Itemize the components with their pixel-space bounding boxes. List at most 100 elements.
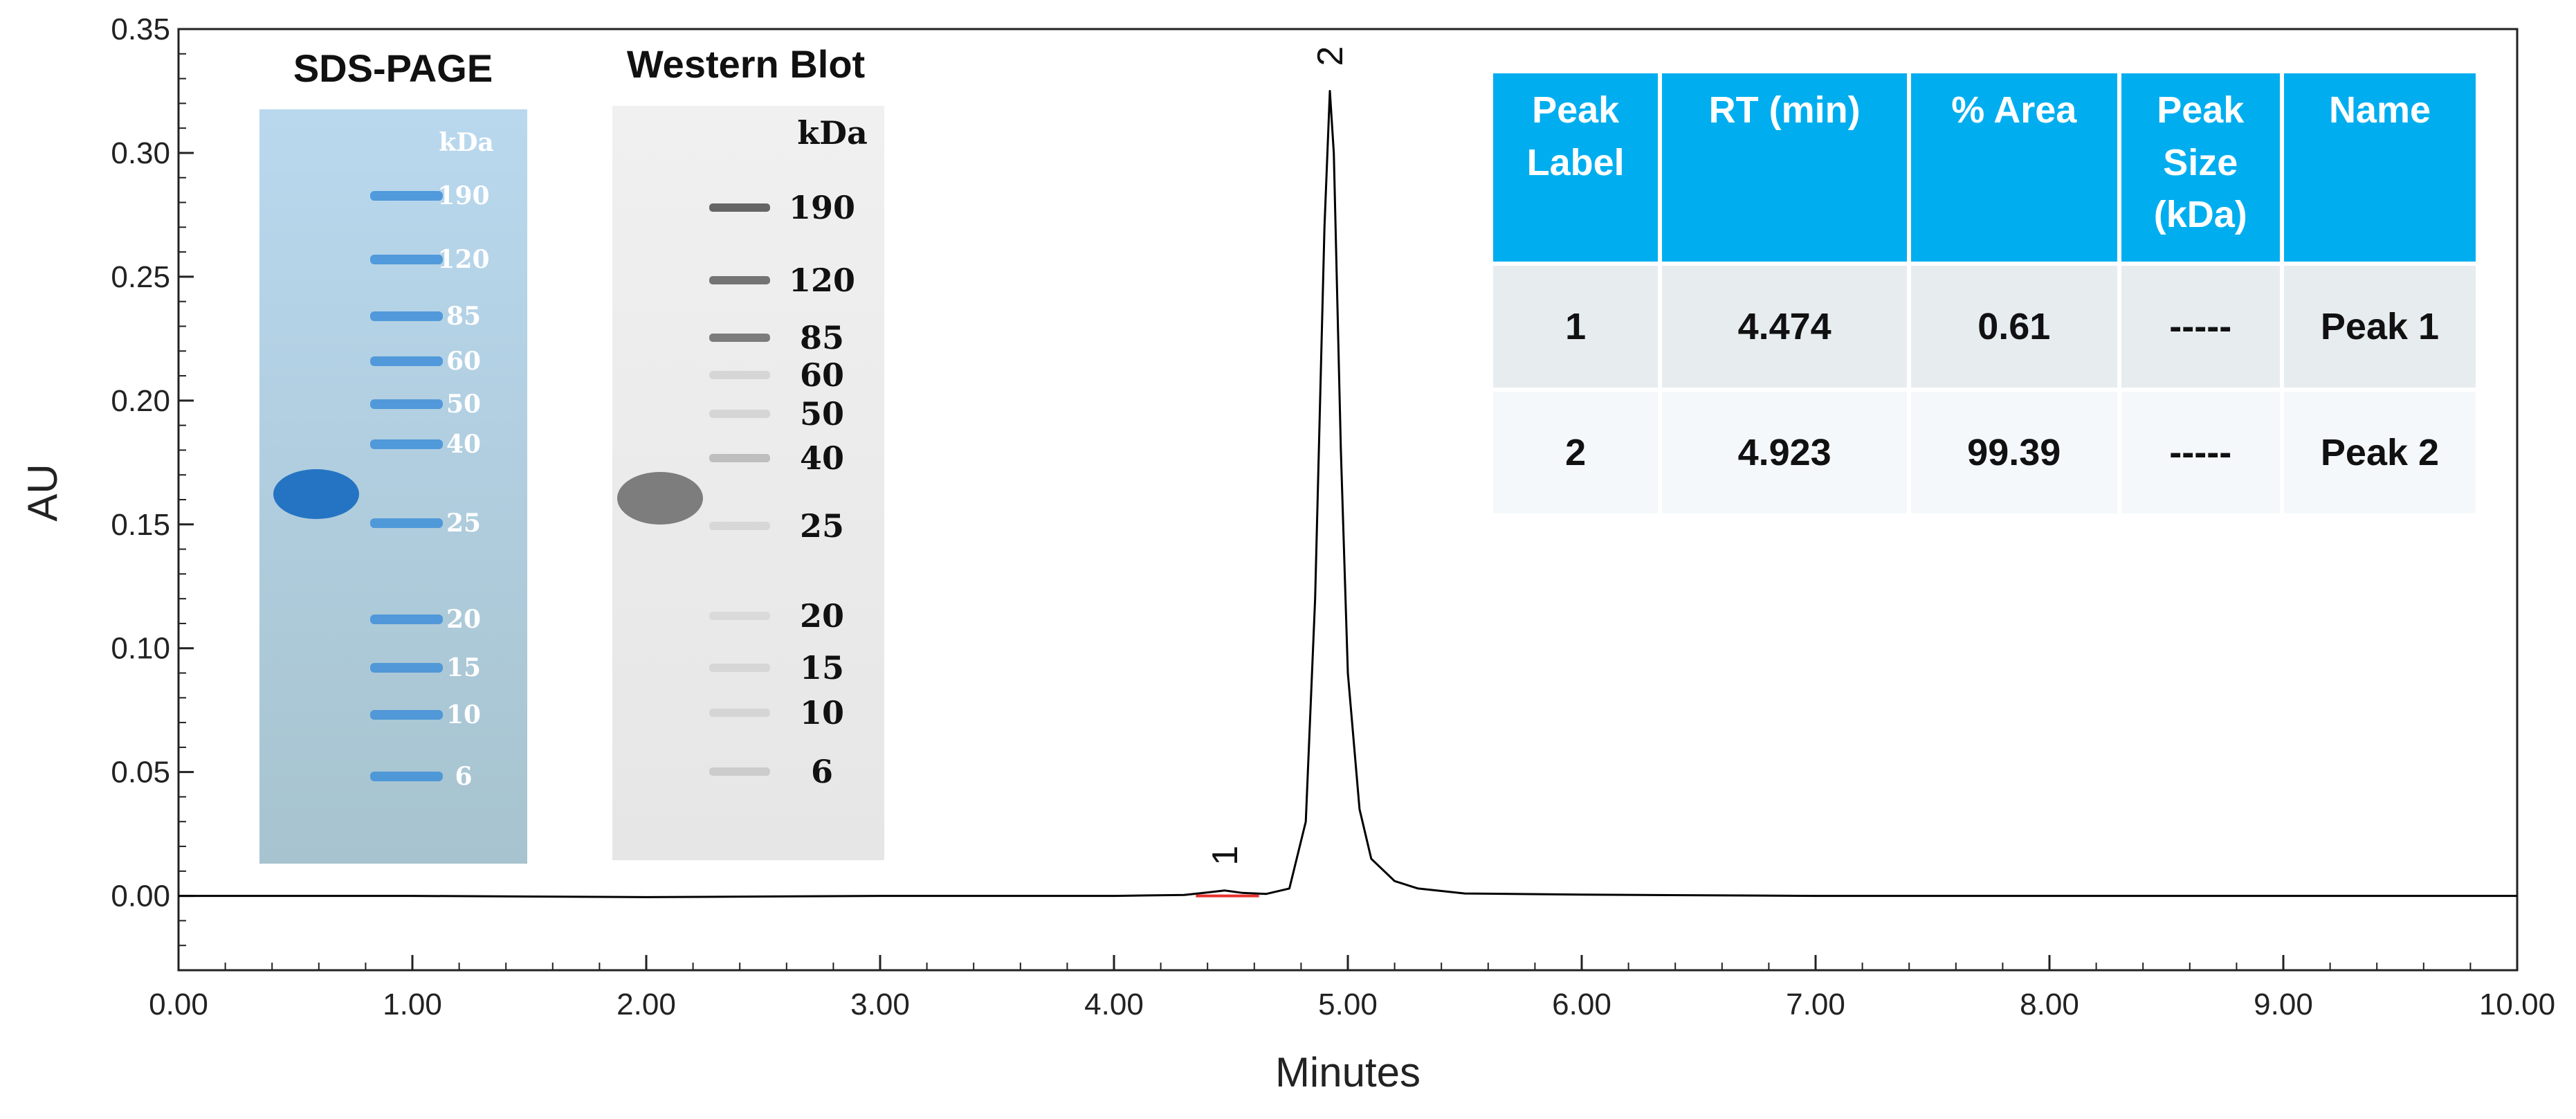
cell-peak-size: ----- — [2121, 266, 2280, 388]
x-tick-label: 1.00 — [383, 988, 442, 1021]
wb-ladder-band — [709, 522, 770, 530]
y-tick-label: 0.35 — [111, 12, 170, 46]
sds-marker-label: 10 — [446, 700, 481, 729]
peak-2-label: 2 — [1310, 46, 1351, 66]
sds-marker-label: 25 — [446, 509, 481, 538]
sds-ladder-band — [370, 311, 443, 321]
y-tick-label: 0.10 — [111, 632, 170, 666]
x-tick-label: 5.00 — [1318, 988, 1378, 1021]
sds-marker-label: 6 — [455, 762, 472, 791]
x-tick-label: 6.00 — [1552, 988, 1611, 1021]
sds-marker-label: 50 — [446, 390, 481, 419]
cell-area: 99.39 — [1910, 392, 2117, 513]
x-axis-title: Minutes — [1275, 1049, 1421, 1095]
wb-ladder-band — [709, 767, 770, 776]
x-tick-label: 7.00 — [1786, 988, 1845, 1021]
wb-sample-band — [617, 472, 703, 525]
wb-marker-label: 25 — [800, 507, 844, 545]
x-tick-label: 0.00 — [149, 988, 208, 1021]
y-tick-label: 0.00 — [111, 880, 170, 913]
x-tick-label: 2.00 — [616, 988, 676, 1021]
wb-ladder-band — [709, 410, 770, 418]
chromatogram-line — [179, 90, 2517, 898]
sds-ladder-band — [370, 663, 443, 673]
wb-marker-label: 85 — [800, 319, 844, 356]
y-axis-ticks: 0.00 0.05 0.10 0.15 0.20 0.25 0.30 0.35 — [111, 12, 194, 971]
y-tick-label: 0.15 — [111, 508, 170, 542]
wb-marker-label: 40 — [800, 439, 844, 477]
cell-rt: 4.923 — [1662, 392, 1907, 513]
cell-peak-label: 1 — [1493, 266, 1659, 388]
wb-ladder-band — [709, 371, 770, 379]
sds-marker-label: 15 — [446, 653, 481, 682]
sds-ladder: 190 120 85 60 50 40 25 20 15 10 6 — [370, 181, 490, 791]
sds-ladder-band — [370, 356, 443, 366]
wb-ladder-band — [709, 664, 770, 672]
y-axis-title: AU — [19, 464, 66, 521]
y-tick-label: 0.30 — [111, 136, 170, 170]
x-axis-ticks: 0.00 1.00 2.00 3.00 4.00 5.00 6.00 7.00 8.00 9.00… — [149, 955, 2555, 1021]
wb-marker-label: 120 — [789, 262, 855, 299]
cell-rt: 4.474 — [1662, 266, 1907, 388]
wb-ladder-band — [709, 276, 770, 284]
cell-name: Peak 1 — [2283, 266, 2476, 388]
cell-name: Peak 2 — [2283, 392, 2476, 513]
x-tick-label: 9.00 — [2254, 988, 2313, 1021]
sds-ladder-band — [370, 191, 443, 201]
chromatogram-series — [179, 90, 2517, 898]
sds-ladder-band — [370, 518, 443, 528]
header-rt: RT (min) — [1662, 73, 1907, 262]
wb-ladder-band — [709, 454, 770, 462]
y-tick-label: 0.05 — [111, 756, 170, 790]
sds-marker-label: 40 — [446, 430, 481, 459]
x-tick-label: 4.00 — [1084, 988, 1144, 1021]
wb-ladder-band — [709, 203, 770, 212]
wb-marker-label: 15 — [800, 649, 844, 686]
x-tick-label: 3.00 — [850, 988, 910, 1021]
sds-marker-label: 120 — [437, 245, 489, 274]
sds-ladder-band — [370, 710, 443, 720]
sds-ladder-band — [370, 439, 443, 449]
sds-marker-label: 85 — [446, 302, 481, 331]
x-tick-label: 8.00 — [2020, 988, 2079, 1021]
wb-unit-label: kDa — [797, 114, 868, 152]
cell-peak-size: ----- — [2121, 392, 2280, 513]
peak-1-label: 1 — [1205, 846, 1245, 866]
sds-page-title: SDS-PAGE — [293, 46, 493, 90]
wb-ladder-band — [709, 709, 770, 717]
wb-ladder-band — [709, 612, 770, 620]
y-tick-label: 0.25 — [111, 260, 170, 294]
header-peak-label: Peak Label — [1493, 73, 1659, 262]
sds-sample-band — [273, 469, 359, 519]
sds-ladder-band — [370, 255, 443, 264]
wb-marker-label: 190 — [789, 189, 855, 226]
header-area: % Area — [1910, 73, 2117, 262]
wb-marker-label: 50 — [800, 395, 844, 433]
sds-ladder-band — [370, 399, 443, 409]
wb-ladder-band — [709, 334, 770, 342]
x-tick-label: 10.00 — [2479, 988, 2555, 1021]
header-name: Name — [2283, 73, 2476, 262]
wb-marker-label: 20 — [800, 597, 844, 635]
sds-marker-label: 60 — [446, 347, 481, 376]
peak-annotations: 12 — [1205, 46, 1351, 866]
western-blot-title: Western Blot — [627, 42, 865, 86]
peak-table: Peak Label RT (min) % Area Peak Size (kDa) … — [1489, 69, 2480, 518]
cell-peak-label: 2 — [1493, 392, 1659, 513]
table-header-row: Peak Label RT (min) % Area Peak Size (kDa) … — [1493, 73, 2476, 262]
sds-ladder-band — [370, 772, 443, 781]
cell-area: 0.61 — [1910, 266, 2117, 388]
wb-marker-label: 6 — [811, 753, 833, 790]
wb-marker-label: 10 — [800, 694, 844, 731]
sds-page-inset: SDS-PAGE kDa 190 120 85 60 50 40 25 20 15 10 6 — [259, 46, 527, 864]
sds-ladder-band — [370, 615, 443, 624]
table-row: 2 4.923 99.39 ----- Peak 2 — [1493, 392, 2476, 513]
header-peak-size: Peak Size (kDa) — [2121, 73, 2280, 262]
sds-marker-label: 20 — [446, 605, 481, 634]
y-tick-label: 0.20 — [111, 384, 170, 418]
sds-marker-label: 190 — [437, 181, 489, 210]
sds-unit-label: kDa — [439, 128, 494, 157]
